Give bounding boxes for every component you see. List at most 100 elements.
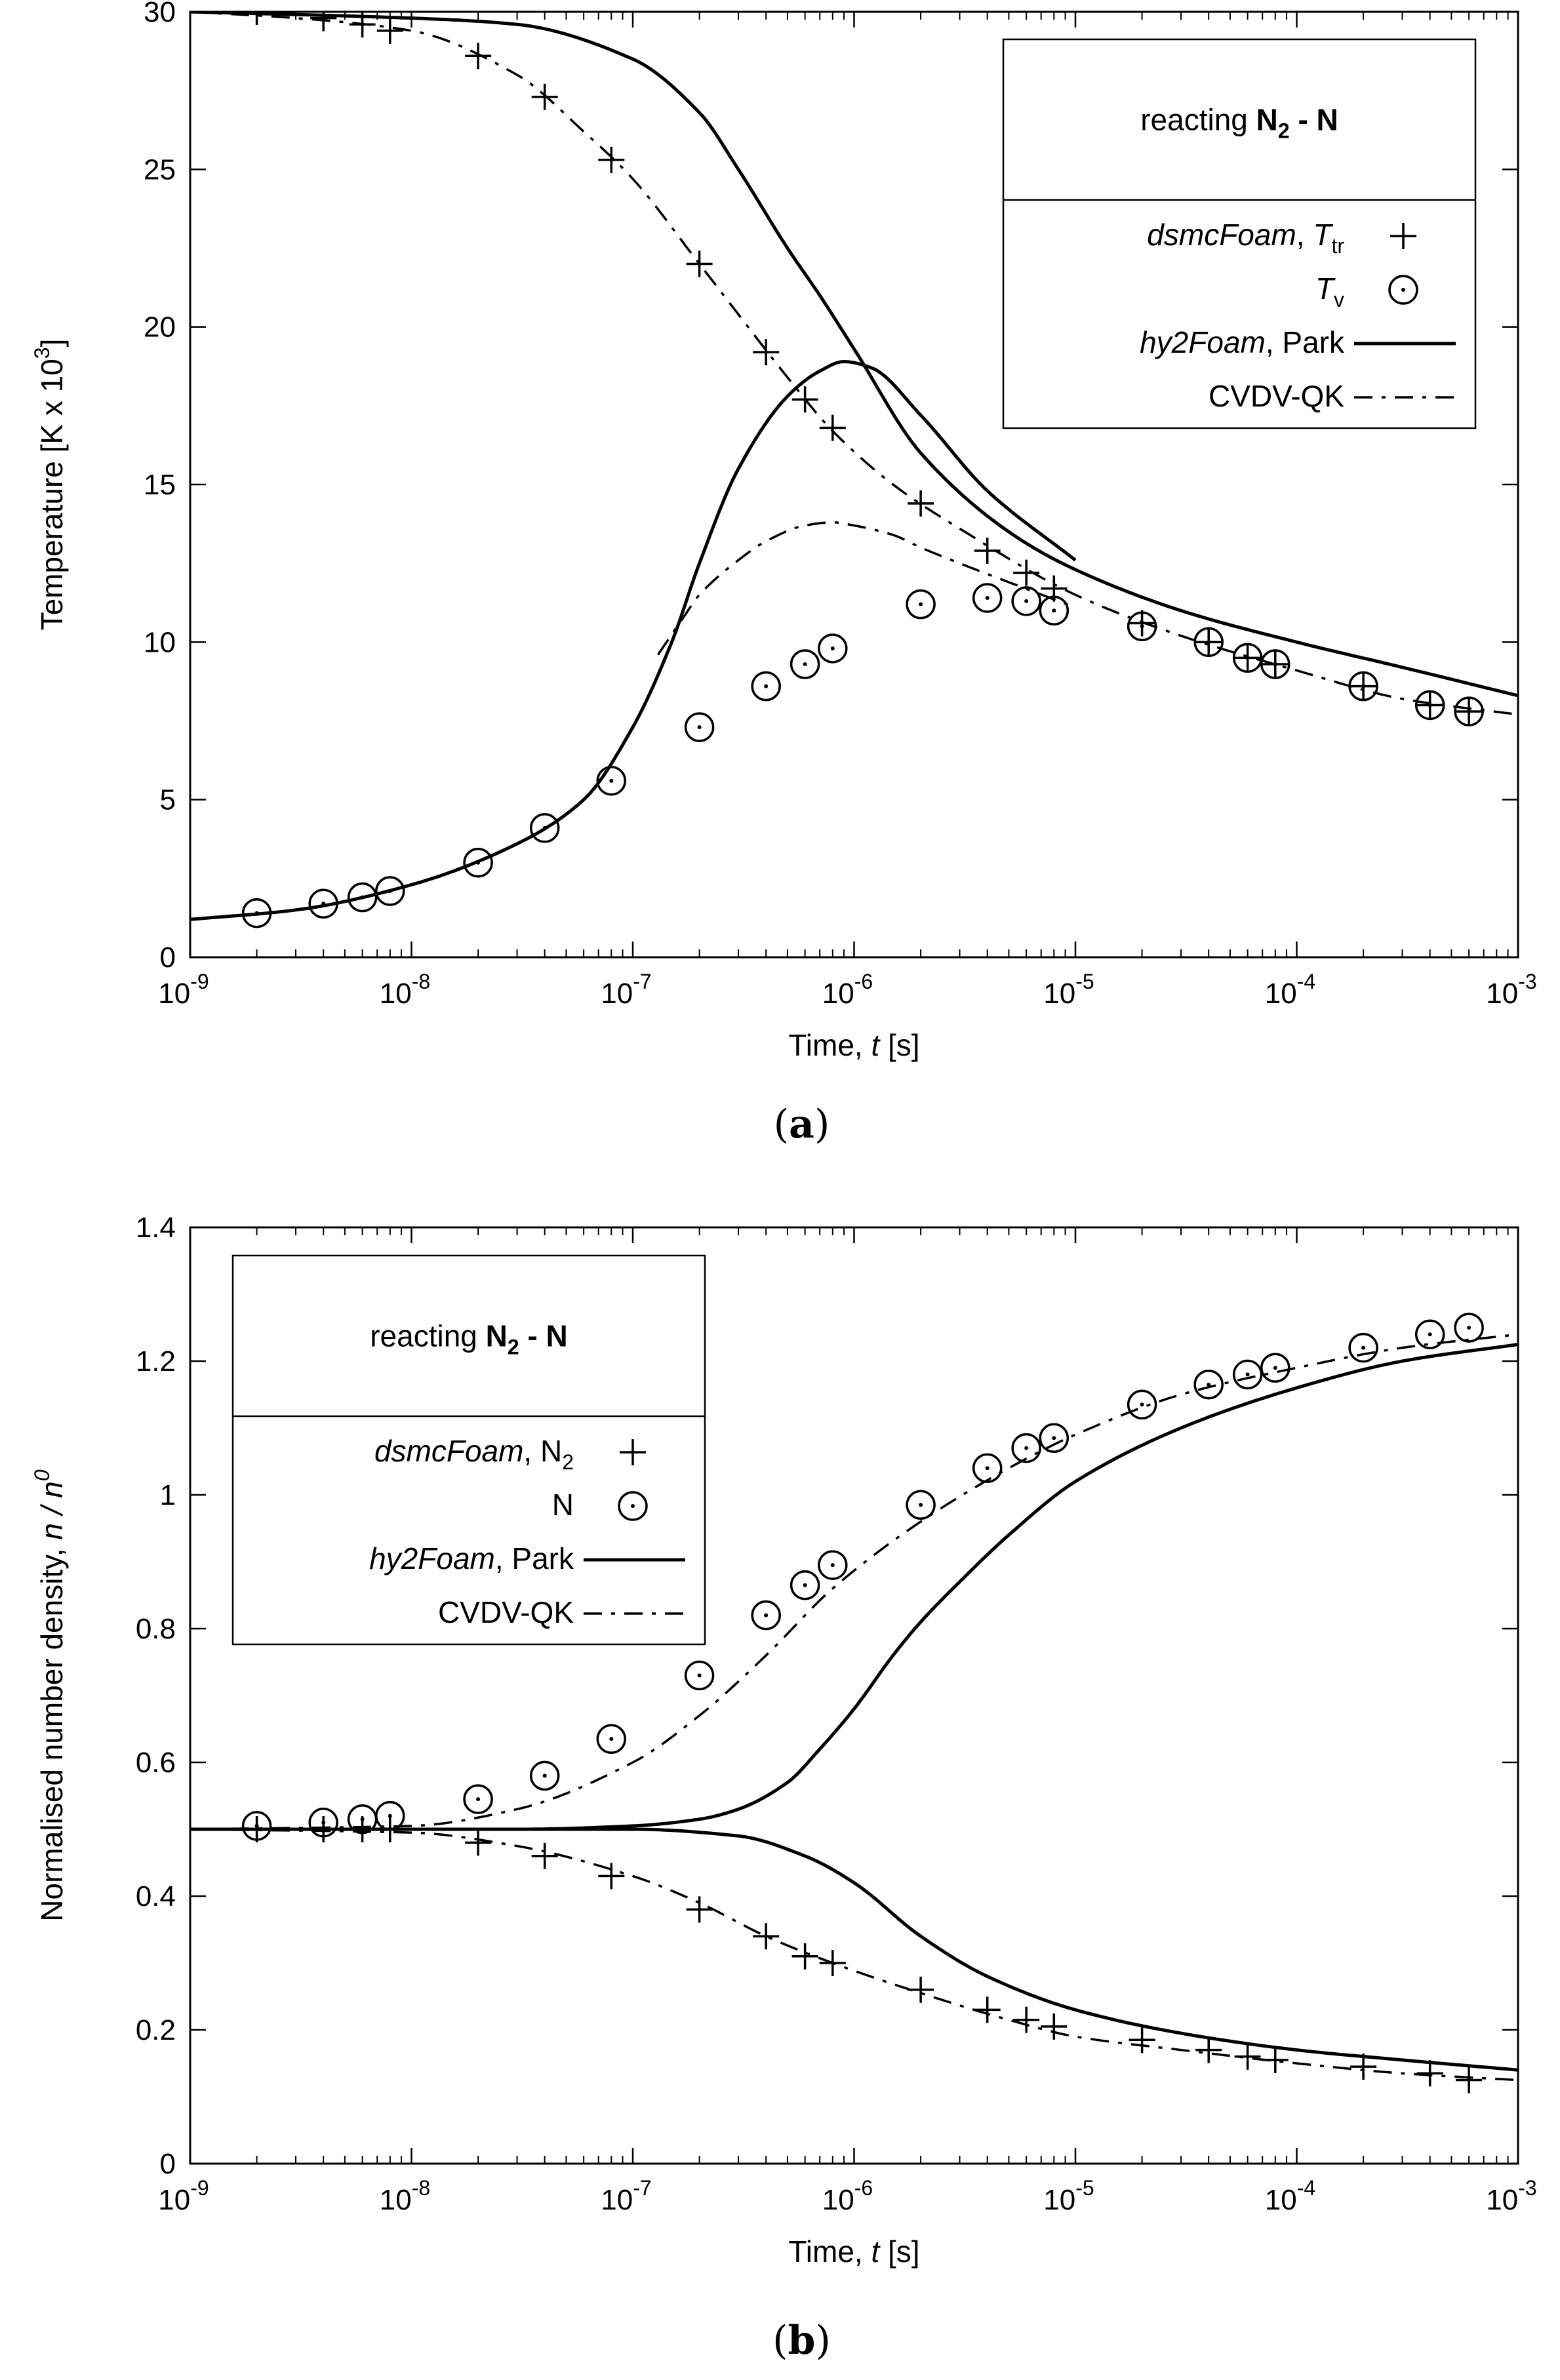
x-tick-label: 10-4 xyxy=(1265,2176,1315,2216)
x-tick-base: 10 xyxy=(1043,978,1075,1010)
circle-marker xyxy=(1127,611,1157,642)
legend-entry-sub: v xyxy=(1334,288,1344,311)
x-tick-exponent: -7 xyxy=(633,2176,651,2200)
circle-marker xyxy=(596,1724,627,1755)
circle-marker-dot xyxy=(697,725,702,730)
x-tick-label: 10-5 xyxy=(1043,970,1094,1010)
legend-title-sub: 2 xyxy=(508,1336,519,1359)
circle-marker-dot xyxy=(1273,662,1277,666)
x-tick-exponent: -8 xyxy=(412,970,430,993)
legend-title-prefix: reacting xyxy=(1140,103,1256,137)
legend-entry-label: Tv xyxy=(1315,271,1344,311)
x-tick-base: 10 xyxy=(158,2184,190,2216)
circle-marker-dot xyxy=(609,1737,614,1741)
circle-marker-dot xyxy=(388,889,392,894)
circle-marker-ring xyxy=(463,1784,493,1814)
circle-marker-ring xyxy=(375,1800,405,1831)
x-tick-label: 10-7 xyxy=(601,970,651,1010)
circle-marker xyxy=(684,712,715,742)
plus-marker xyxy=(1456,2067,1483,2093)
circle-marker-dot xyxy=(1428,1332,1432,1337)
x-tick-exponent: -3 xyxy=(1518,2176,1536,2200)
y-axis-label-end: ] xyxy=(35,339,69,347)
x-tick-label: 10-8 xyxy=(380,2176,430,2216)
circle-marker xyxy=(751,1600,781,1631)
circle-marker-dot xyxy=(830,1563,835,1568)
x-axis-label-text: Time, xyxy=(788,1028,871,1062)
plus-marker xyxy=(1013,2006,1040,2033)
circle-marker-ring xyxy=(308,888,338,919)
circle-marker-dot xyxy=(609,778,614,783)
y-axis-label-text: Normalised number density, xyxy=(35,1540,69,1922)
circle-marker-dot xyxy=(542,825,547,830)
circle-marker xyxy=(1260,649,1290,679)
circle-marker-ring xyxy=(818,1550,848,1580)
legend-title-species: N xyxy=(1256,103,1278,137)
y-tick-label: 30 xyxy=(144,0,176,28)
circle-marker-ring xyxy=(790,649,820,679)
circle-marker xyxy=(529,1760,560,1791)
legend-entry-label: hy2Foam, Park xyxy=(369,1541,574,1576)
caption-paren-open: ( xyxy=(772,2318,788,2364)
data-layer xyxy=(190,1313,1518,2093)
x-axis-label: Time, t [s] xyxy=(788,2234,919,2269)
circle-marker-dot xyxy=(1467,1326,1471,1330)
plus-marker xyxy=(819,414,846,441)
x-tick-exponent: -8 xyxy=(412,2176,430,2200)
x-axis-label-text: Time, xyxy=(788,2234,871,2269)
circle-marker xyxy=(1454,1313,1484,1343)
y-tick-label: 0.2 xyxy=(136,2014,176,2046)
legend-box xyxy=(1002,38,1477,429)
plus-marker xyxy=(791,386,818,413)
x-tick-exponent: -9 xyxy=(190,2176,209,2200)
circle-marker-dot xyxy=(1052,1436,1056,1440)
circle-marker-dot xyxy=(1361,1345,1366,1350)
plus-marker xyxy=(1013,559,1040,586)
circle-marker-ring xyxy=(1039,595,1070,626)
panel-caption: (b) xyxy=(772,2318,831,2364)
legend-entry-plain: N xyxy=(552,1488,574,1522)
caption-paren-close: ) xyxy=(815,2318,830,2364)
plus-marker xyxy=(310,1816,337,1842)
circle-marker xyxy=(375,1800,405,1831)
legend-entry-italic: dsmcFoam xyxy=(374,1434,523,1468)
circle-marker-dot xyxy=(919,1503,923,1507)
circle-marker xyxy=(308,888,338,919)
x-tick-base: 10 xyxy=(380,978,412,1010)
plus-marker xyxy=(465,43,492,69)
legend-entry-plain: , xyxy=(1296,218,1313,252)
legend-title: reacting N2 - N xyxy=(1140,103,1338,143)
plus-marker xyxy=(819,1950,846,1976)
plus-marker xyxy=(686,250,713,277)
y-tick-label: 0 xyxy=(160,942,176,974)
x-axis-label: Time, t [s] xyxy=(788,1028,919,1062)
circle-marker-ring xyxy=(1193,627,1224,658)
circle-marker xyxy=(347,882,378,913)
circle-marker-dot xyxy=(985,1466,990,1471)
circle-marker-dot xyxy=(1361,684,1366,688)
circle-marker xyxy=(1454,696,1484,726)
legend-circle-ring xyxy=(618,1491,648,1521)
legend-entry-plain: , Park xyxy=(1266,325,1345,359)
plus-marker xyxy=(686,1896,713,1923)
x-tick-base: 10 xyxy=(601,978,633,1010)
circle-marker-ring xyxy=(529,1760,560,1791)
plus-marker xyxy=(531,83,558,110)
y-tick-label: 0.8 xyxy=(136,1613,176,1645)
circle-marker-dot xyxy=(1207,640,1211,645)
circle-marker xyxy=(972,1453,1003,1483)
y-axis-label-sup: 3 xyxy=(30,347,54,359)
circle-marker xyxy=(751,671,781,702)
circle-marker xyxy=(790,649,820,679)
circle-marker-ring xyxy=(1039,1423,1070,1454)
circle-marker-dot xyxy=(476,860,481,865)
circle-marker-dot xyxy=(321,902,326,906)
legend-title: reacting N2 - N xyxy=(370,1319,568,1359)
circle-marker xyxy=(529,813,560,843)
plus-marker xyxy=(465,1829,492,1856)
legend-entry-var: T xyxy=(1315,271,1336,306)
circle-marker-dot xyxy=(919,602,923,606)
circle-marker xyxy=(1348,1332,1378,1363)
series-line xyxy=(190,359,1077,921)
circle-marker-dot xyxy=(1140,1402,1144,1407)
